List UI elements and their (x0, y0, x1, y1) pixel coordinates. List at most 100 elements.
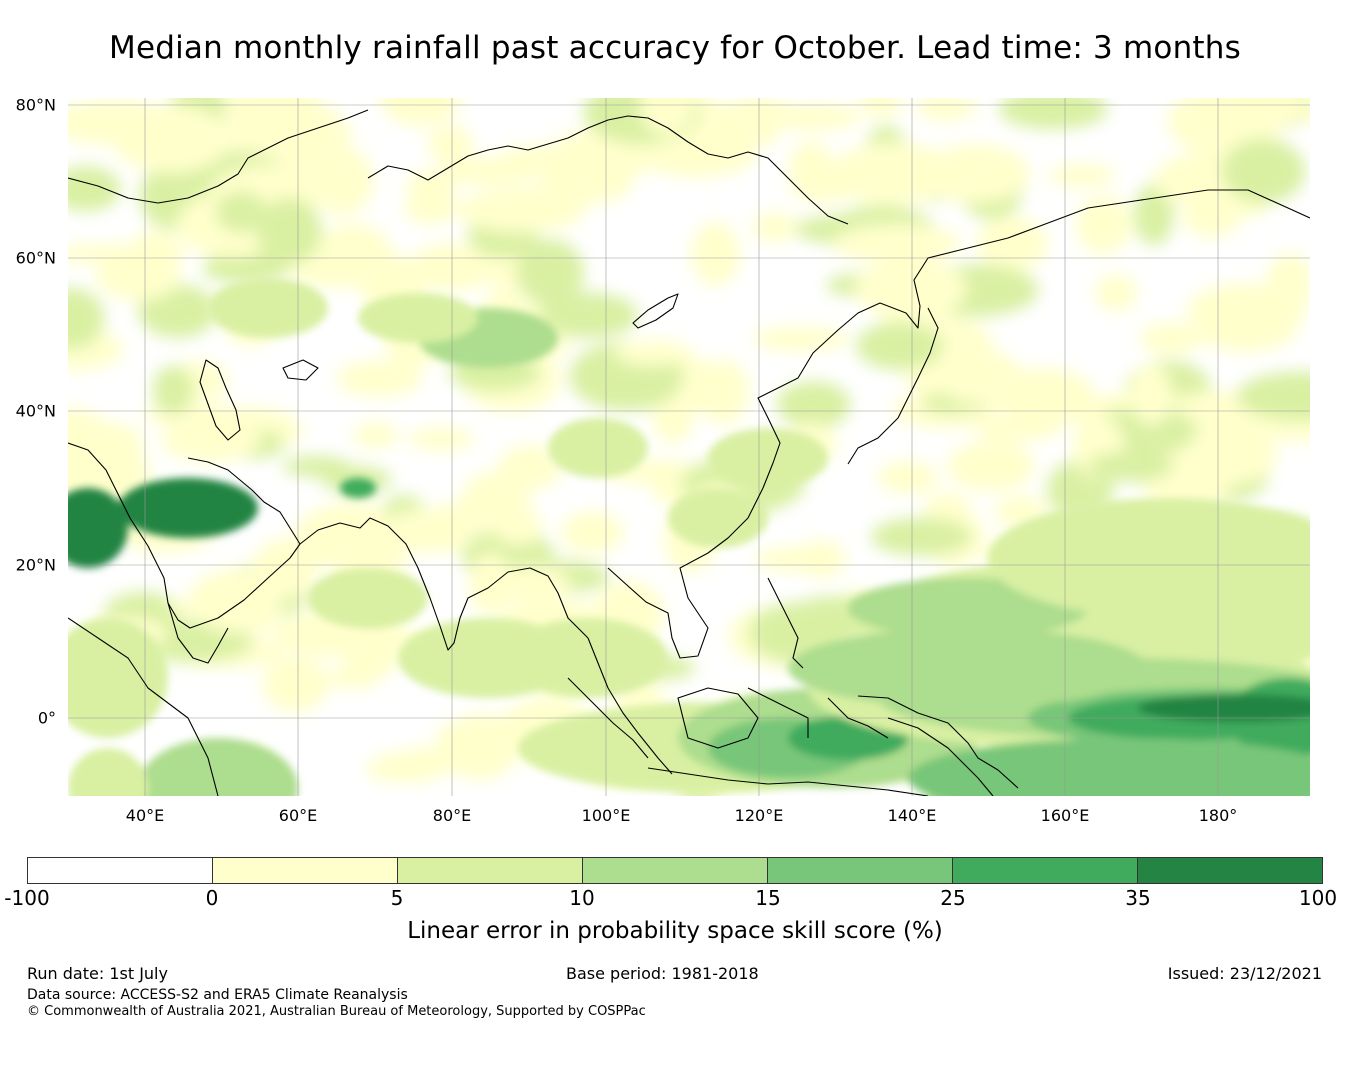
colorbar-tick: 5 (391, 886, 404, 910)
lon-label-160e: 160°E (1025, 806, 1105, 825)
skill-patch (216, 192, 266, 233)
lon-label-140e: 140°E (872, 806, 952, 825)
skill-patch (871, 518, 972, 556)
base-period: Base period: 1981-2018 (566, 964, 759, 983)
skill-patch (613, 340, 691, 366)
skill-patch (282, 456, 350, 477)
colorbar-segment (768, 858, 953, 883)
skill-patch (1076, 195, 1131, 254)
colorbar-label: Linear error in probability space skill … (27, 918, 1323, 944)
skill-patch (1184, 426, 1277, 485)
skill-patch (691, 222, 740, 286)
colorbar-segment (213, 858, 398, 883)
lon-label-180: 180° (1178, 806, 1258, 825)
colorbar-tick: -100 (4, 886, 49, 910)
skill-patch (788, 141, 834, 202)
skill-patch (345, 641, 397, 679)
colorbar-tick: 35 (1125, 886, 1150, 910)
colorbar-tick: 15 (755, 886, 780, 910)
skill-patch (561, 511, 624, 553)
skill-patch (1194, 304, 1297, 352)
skill-patch (855, 258, 967, 318)
skill-patch (975, 418, 1061, 442)
lon-label-120e: 120°E (719, 806, 799, 825)
map-canvas (68, 98, 1310, 796)
skill-patch (878, 461, 939, 493)
skill-patch (495, 508, 543, 545)
skill-patch (138, 738, 298, 796)
skill-patch (112, 105, 231, 173)
skill-patch (1222, 139, 1306, 204)
lat-label-0: 0° (0, 709, 56, 728)
skill-patch (208, 278, 328, 338)
skill-patch (1106, 390, 1181, 410)
lon-label-100e: 100°E (566, 806, 646, 825)
lon-label-60e: 60°E (258, 806, 338, 825)
skill-patch (508, 618, 668, 698)
skill-patch (1088, 451, 1174, 481)
lake-balkhash (283, 360, 318, 380)
lon-label-80e: 80°E (412, 806, 492, 825)
skill-score-map (68, 98, 1310, 796)
skill-patch (340, 478, 376, 498)
colorbar-segment (1138, 858, 1322, 883)
skill-patch (777, 381, 851, 428)
lat-label-60n: 60°N (0, 249, 56, 268)
copyright: © Commonwealth of Australia 2021, Austra… (27, 1004, 646, 1019)
colorbar-segment (953, 858, 1138, 883)
colorbar-segment (398, 858, 583, 883)
skill-patch (833, 224, 961, 262)
colorbar-tick: 100 (1299, 886, 1337, 910)
skill-patch (915, 98, 977, 120)
skill-patch (788, 628, 1148, 708)
skill-patch (309, 146, 373, 215)
lat-label-40n: 40°N (0, 402, 56, 421)
skill-patch (708, 428, 828, 488)
skill-patch (860, 98, 902, 118)
skill-patch (1096, 274, 1138, 311)
issued-date: Issued: 23/12/2021 (1168, 964, 1322, 983)
skill-patch (428, 125, 473, 164)
run-date: Run date: 1st July (27, 964, 168, 983)
skill-patch (456, 188, 585, 233)
colorbar (27, 857, 1323, 884)
colorbar-segment (583, 858, 768, 883)
skill-patch (829, 142, 956, 205)
skill-patch (68, 166, 121, 211)
skill-patch (353, 422, 399, 448)
skill-patch (1140, 322, 1202, 354)
skill-patch (548, 418, 648, 478)
skill-patch (68, 748, 148, 796)
skill-patch (262, 657, 328, 712)
skill-patch (118, 478, 258, 538)
colorbar-tick: 25 (940, 886, 965, 910)
skill-patch (856, 322, 943, 370)
colorbar-tick: 0 (206, 886, 219, 910)
chart-title: Median monthly rainfall past accuracy fo… (0, 30, 1350, 66)
skill-patch (358, 293, 478, 343)
skill-patch (947, 441, 1034, 492)
lat-label-20n: 20°N (0, 556, 56, 575)
skill-patch (767, 104, 862, 131)
skill-patch (308, 568, 428, 628)
colorbar-segment (28, 858, 213, 883)
lon-label-40e: 40°E (105, 806, 185, 825)
skill-patch (1049, 164, 1116, 187)
skill-patch (796, 540, 846, 577)
skill-patch (408, 427, 474, 450)
skill-patch (493, 565, 571, 602)
lake-baikal (633, 294, 678, 328)
skill-patch (257, 198, 322, 265)
skill-patch (753, 327, 850, 352)
skill-patch (161, 417, 261, 462)
skill-patch (444, 713, 519, 780)
colorbar-tick: 10 (569, 886, 594, 910)
skill-patch (152, 366, 193, 415)
lat-label-80n: 80°N (0, 96, 56, 115)
skill-patch (404, 189, 457, 224)
data-source: Data source: ACCESS-S2 and ERA5 Climate … (27, 987, 408, 1003)
skill-patch (206, 612, 277, 633)
skill-patch (366, 754, 446, 783)
skill-patch (941, 367, 1001, 404)
skill-patch (380, 98, 461, 126)
